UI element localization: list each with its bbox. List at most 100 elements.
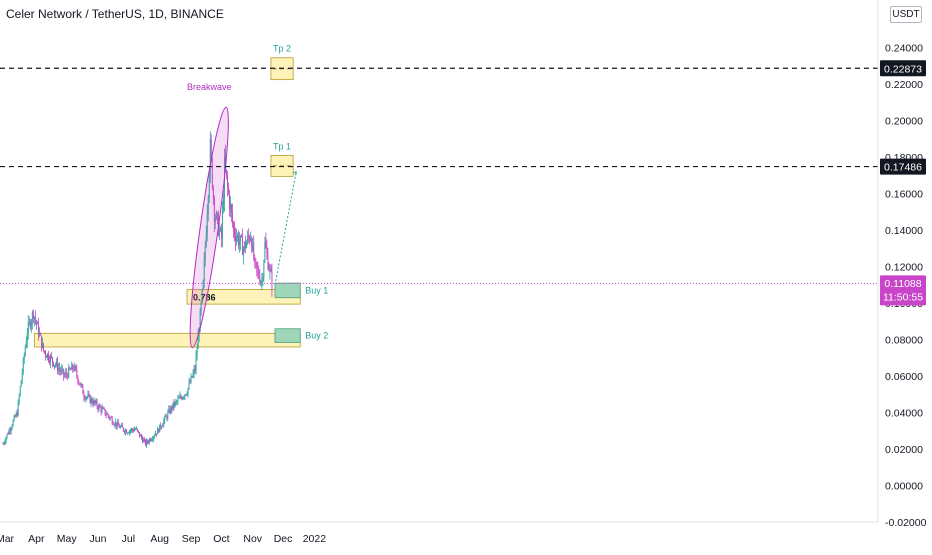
- candle-body: [211, 158, 213, 188]
- candle-body: [225, 169, 227, 176]
- candle-body: [245, 241, 247, 248]
- candle-body: [148, 442, 150, 443]
- candle-body: [137, 428, 138, 431]
- candle-body: [116, 422, 118, 427]
- candle-body: [118, 425, 120, 428]
- candle-body: [62, 368, 64, 370]
- currency-button[interactable]: USDT: [890, 6, 922, 23]
- candle-body: [264, 242, 266, 262]
- candle-body: [5, 437, 7, 442]
- candle-body: [13, 416, 15, 421]
- candle-body: [65, 372, 67, 376]
- candle-body: [205, 233, 207, 247]
- candle-body: [230, 204, 231, 209]
- candle-body: [21, 372, 23, 381]
- zone-label: 0.786: [193, 292, 216, 302]
- candle-body: [209, 138, 211, 176]
- candle-body: [168, 408, 170, 413]
- candle-body: [141, 435, 142, 438]
- candle-body: [199, 310, 201, 332]
- candle-body: [142, 437, 143, 443]
- candle-body: [164, 416, 166, 421]
- candle-body: [186, 394, 188, 396]
- candle-body: [123, 430, 125, 433]
- candle-body: [57, 361, 59, 371]
- candle-body: [88, 394, 90, 396]
- candle-body: [19, 386, 21, 396]
- candle-body: [192, 373, 194, 378]
- candle-body: [66, 372, 68, 375]
- candle-body: [34, 316, 36, 321]
- x-tick-label: Dec: [274, 533, 293, 545]
- candle-body: [89, 395, 91, 403]
- zone-3: [33, 332, 301, 348]
- candle-body: [74, 365, 76, 370]
- candle-body: [38, 333, 40, 336]
- candle-body: [181, 397, 183, 400]
- candle-body: [86, 397, 88, 398]
- current-price-badge: [880, 275, 926, 306]
- overlay-layer: Breakwave: [0, 67, 878, 349]
- candle-body: [11, 425, 13, 429]
- candle-body: [16, 413, 18, 416]
- candle-body: [154, 435, 156, 437]
- candle-body: [122, 427, 124, 431]
- candle-body: [266, 247, 268, 254]
- candle-body: [55, 364, 57, 366]
- candle-body: [26, 333, 28, 342]
- candle-body: [17, 401, 19, 416]
- y-tick-label: 0.02000: [885, 444, 923, 456]
- candle-body: [124, 430, 126, 433]
- candle-body: [162, 425, 164, 427]
- candle-body: [14, 416, 16, 417]
- candle-body: [90, 398, 92, 403]
- candle-body: [169, 408, 171, 413]
- candle-body: [22, 358, 24, 373]
- candle-body: [189, 382, 191, 384]
- candle-body: [240, 235, 242, 242]
- candle-body: [249, 237, 251, 241]
- candle-body: [39, 333, 41, 336]
- candle-body: [179, 396, 181, 399]
- candle-body: [220, 227, 222, 240]
- x-tick-label: Jun: [90, 533, 107, 545]
- candle-body: [251, 238, 253, 251]
- candle-body: [79, 383, 81, 386]
- candle-body: [9, 430, 11, 431]
- candle-body: [78, 381, 80, 384]
- candle-body: [161, 426, 163, 428]
- candle-body: [15, 413, 17, 417]
- candle-body: [180, 396, 182, 398]
- candle-body: [73, 369, 75, 370]
- candle-body: [61, 369, 63, 372]
- buy-zone-label: Buy 1: [305, 285, 328, 295]
- y-tick-label: 0.20000: [885, 116, 923, 128]
- x-tick-label: Jul: [122, 533, 135, 545]
- buy-zone-label: Buy 2: [305, 331, 328, 341]
- candle-body: [144, 439, 146, 441]
- candle-body: [54, 364, 56, 366]
- candle-body: [113, 424, 115, 426]
- projection-arrowhead: [293, 171, 297, 176]
- candle-body: [187, 387, 189, 395]
- candle-body: [235, 235, 236, 242]
- candle-body: [176, 401, 178, 403]
- candle-body: [10, 428, 12, 431]
- candle-body: [206, 213, 208, 234]
- candle-body: [203, 259, 205, 281]
- candle-body: [242, 236, 244, 255]
- candle-body: [114, 422, 116, 425]
- candle-body: [254, 258, 256, 260]
- axis-layer: 0.240000.220000.200000.180000.160000.140…: [0, 43, 927, 545]
- candle-body: [96, 400, 98, 407]
- y-tick-label: 0.08000: [885, 335, 923, 347]
- candle-body: [239, 241, 241, 246]
- candle-body: [222, 198, 224, 210]
- x-tick-label: 2022: [303, 533, 327, 545]
- candle-body: [60, 369, 62, 372]
- x-tick-label: Aug: [150, 533, 169, 545]
- candle-body: [165, 416, 167, 417]
- candle-body: [95, 400, 97, 403]
